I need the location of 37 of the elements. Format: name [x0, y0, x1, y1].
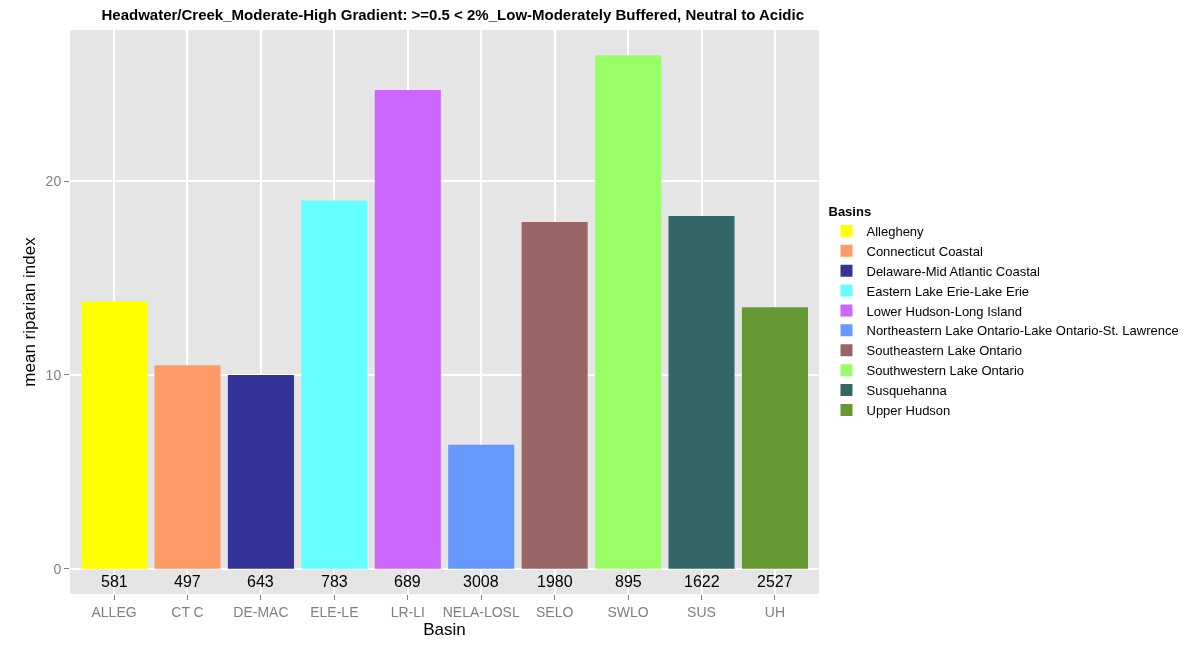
legend-label: Southeastern Lake Ontario: [866, 343, 1022, 359]
x-axis-title: Basin: [423, 619, 466, 639]
annotation: 497: [174, 573, 201, 590]
x-tick-label: NELA-LOSL: [442, 603, 520, 620]
annotation: 783: [321, 573, 348, 590]
legend-title: Basins: [828, 203, 872, 219]
x-tick-label: UH: [764, 603, 786, 620]
legend-label: Allegheny: [866, 223, 925, 239]
legend-label: Southwestern Lake Ontario: [866, 363, 1025, 379]
legend-label: Northeastern Lake Ontario-Lake Ontario-St. Lawrence: [866, 323, 1179, 339]
y-tick-label: 20: [45, 173, 62, 190]
y-tick-label: 0: [53, 560, 62, 577]
annotation: 1622: [684, 573, 720, 590]
legend-label: Connecticut Coastal: [866, 243, 983, 259]
x-tick-label: DE-MAC: [233, 603, 289, 620]
annotation: 581: [101, 573, 128, 590]
x-tick-label: ALLEG: [91, 603, 137, 620]
x-tick-label: CT C: [171, 603, 204, 620]
x-tick-label: SUS: [687, 603, 716, 620]
y-tick-label: 10: [45, 366, 62, 383]
x-tick-label: LR-LI: [390, 603, 425, 620]
legend-label: Delaware-Mid Atlantic Coastal: [866, 263, 1041, 279]
x-tick-label: SWLO: [607, 603, 649, 620]
chart-title: Headwater/Creek_Moderate-High Gradient: >=0.5 < 2%_Low-Moderately Buffered, Neutral to Acidic: [101, 6, 805, 24]
annotation: 643: [247, 573, 274, 590]
y-axis-title: mean riparian index: [20, 236, 40, 387]
annotation: 2527: [757, 573, 793, 590]
legend-label: Susquehanna: [866, 383, 948, 399]
legend-label: Upper Hudson: [866, 403, 951, 419]
x-tick-label: SELO: [535, 603, 574, 620]
annotation: 895: [615, 573, 642, 590]
legend-label: Lower Hudson-Long Island: [866, 303, 1022, 319]
annotation: 689: [394, 573, 421, 590]
annotation: 1980: [537, 573, 573, 590]
legend-label: Eastern Lake Erie-Lake Erie: [866, 283, 1030, 299]
annotation: 3008: [463, 573, 499, 590]
x-tick-label: ELE-LE: [310, 603, 359, 620]
